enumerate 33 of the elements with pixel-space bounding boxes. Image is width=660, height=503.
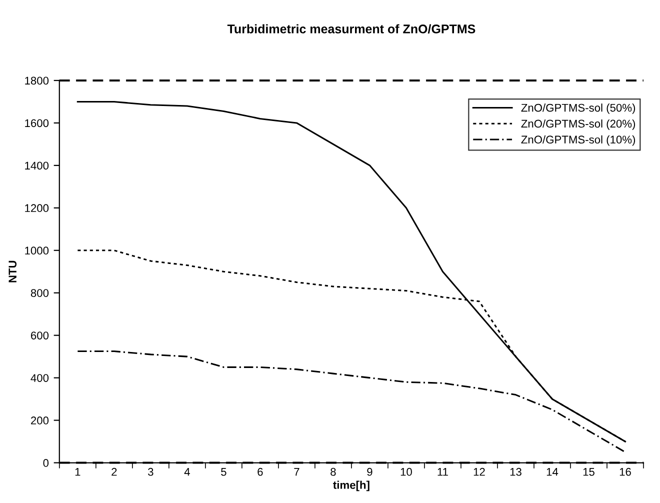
chart-title: Turbidimetric measurment of ZnO/GPTMS: [227, 24, 476, 34]
x-tick-label: 5: [221, 468, 226, 476]
x-tick-label: 16: [620, 468, 631, 476]
x-tick-label: 10: [400, 468, 412, 476]
x-tick-label: 6: [258, 468, 263, 476]
x-tick-label: 11: [438, 468, 448, 476]
x-axis-title: time[h]: [333, 480, 370, 492]
x-tick-label: 8: [330, 468, 336, 476]
line-series: [76, 350, 626, 453]
x-tick-label: 14: [546, 468, 558, 476]
y-tick-label: 1200: [25, 204, 49, 212]
x-tick-label: 4: [184, 468, 190, 476]
y-tick-label: 1600: [25, 119, 49, 128]
x-tick-label: 15: [583, 468, 594, 476]
y-tick-label: 200: [31, 416, 49, 424]
x-tick-label: 7: [294, 468, 300, 476]
x-tick-label: 9: [367, 468, 372, 476]
x-tick-label: 2: [112, 468, 117, 476]
y-tick-label: 1800: [25, 76, 49, 85]
y-tick-label: 0: [43, 459, 49, 467]
x-tick-label: 12: [474, 468, 485, 476]
legend-label: ZnO/GPTMS-sol (20%): [521, 119, 636, 130]
y-tick-label: 800: [30, 289, 49, 297]
x-tick-label: 3: [148, 468, 154, 476]
y-tick-label: 400: [30, 374, 49, 382]
legend-label: ZnO/GPTMS-sol (10%): [521, 135, 636, 146]
y-axis-title: NTU: [8, 260, 17, 282]
y-tick-label: 1000: [25, 246, 49, 255]
y-tick-label: 600: [31, 332, 49, 340]
x-tick-label: 1: [75, 468, 80, 476]
legend-label: ZnO/GPTMS-sol (50%): [521, 104, 636, 114]
y-tick-label: 1400: [25, 162, 49, 170]
x-tick-label: 13: [510, 468, 522, 476]
